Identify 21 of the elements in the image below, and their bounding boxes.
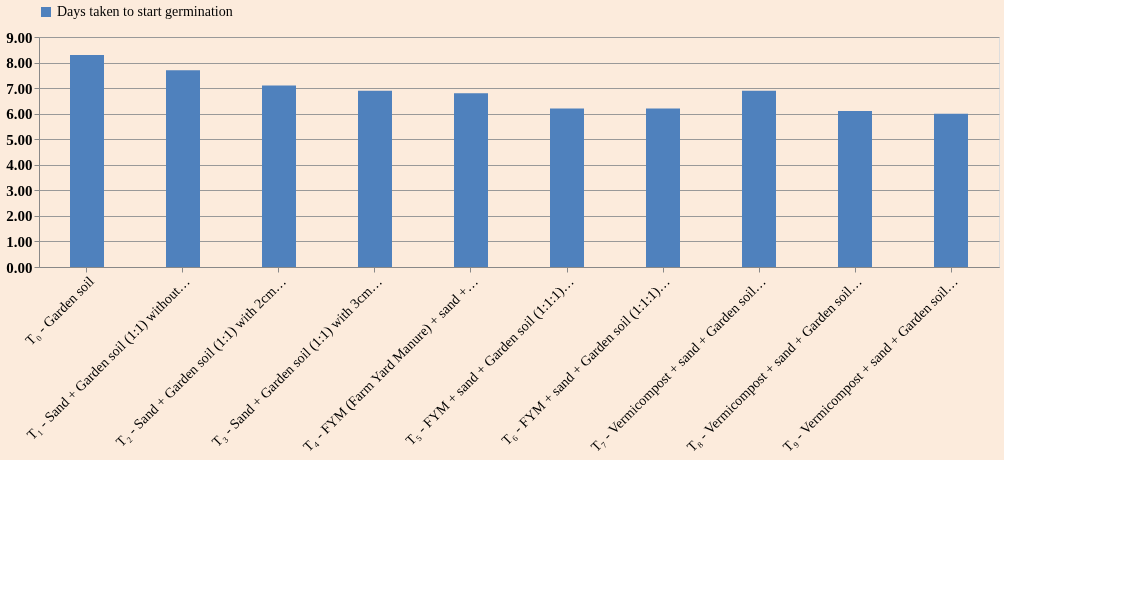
- bar: [454, 93, 488, 267]
- y-tick-label: 3.00: [6, 182, 33, 199]
- bar: [742, 90, 776, 267]
- y-tick-label: 4.00: [6, 157, 33, 174]
- bar: [358, 90, 392, 267]
- y-tick-label: 7.00: [6, 80, 33, 97]
- legend-label: Days taken to start germination: [57, 4, 233, 19]
- bar: [262, 85, 296, 267]
- y-tick-label: 1.00: [6, 233, 33, 250]
- y-tick-label: 9.00: [6, 29, 33, 46]
- y-tick-label: 0.00: [6, 259, 33, 276]
- y-tick-label: 8.00: [6, 55, 33, 72]
- bar: [166, 70, 200, 267]
- bar: [838, 111, 872, 267]
- bar: [934, 113, 968, 267]
- y-tick-label: 2.00: [6, 208, 33, 225]
- bar: [550, 108, 584, 267]
- bar: [646, 108, 680, 267]
- y-tick-label: 6.00: [6, 106, 33, 123]
- bar: [70, 54, 104, 267]
- y-tick-label: 5.00: [6, 131, 33, 148]
